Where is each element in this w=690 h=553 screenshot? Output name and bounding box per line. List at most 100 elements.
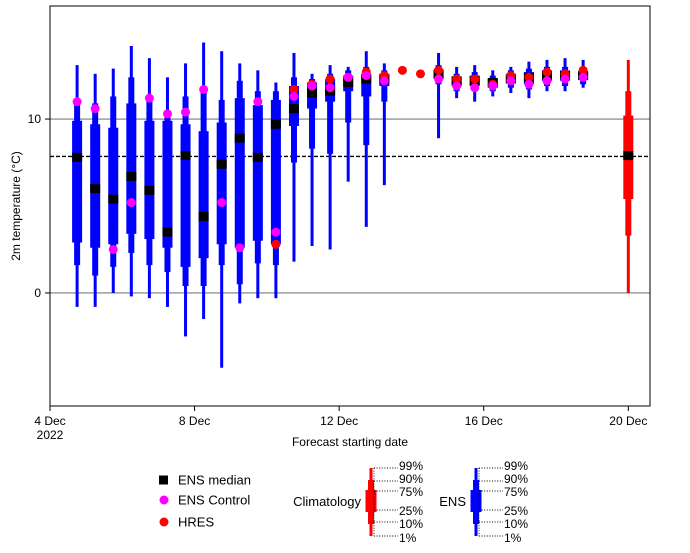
ens-median-marker <box>288 104 299 114</box>
ens-median-marker <box>162 227 173 237</box>
ens-legend-box <box>470 490 482 512</box>
ens-control-marker <box>470 83 480 93</box>
ens-median-marker <box>72 152 83 162</box>
ens-control-marker <box>379 76 389 86</box>
x-tick-label: 4 Dec <box>34 414 65 428</box>
legend-median-marker <box>159 475 168 485</box>
legend-label: ENS median <box>178 473 251 488</box>
climatology-median <box>623 151 634 161</box>
ens-box-25-75 <box>361 73 372 97</box>
ens-box-25-75 <box>180 124 191 267</box>
hres-marker <box>289 84 299 94</box>
ens-median-marker <box>270 119 281 129</box>
ens-control-marker <box>235 243 245 253</box>
ens-legend-percentile: 90% <box>504 472 528 486</box>
ens-control-marker <box>271 227 281 237</box>
x-tick-label: 20 Dec <box>609 414 647 428</box>
ens-control-marker <box>560 74 570 84</box>
ens-box-25-75 <box>198 131 209 259</box>
ens-box-25-75 <box>108 127 119 245</box>
ens-control-marker <box>452 81 462 91</box>
ens-control-marker <box>542 76 552 86</box>
x-tick-label: 12 Dec <box>320 414 358 428</box>
climatology-legend-percentile: 10% <box>399 517 423 531</box>
ens-legend-percentile: 1% <box>504 531 522 545</box>
ens-median-marker <box>90 184 101 194</box>
ens-median-marker <box>216 159 227 169</box>
ens-median-marker <box>198 211 209 221</box>
ens-whisker-1-99 <box>382 63 386 186</box>
legend-control-marker <box>159 495 169 505</box>
ens-legend-title: ENS <box>439 494 466 509</box>
ens-median-marker <box>252 152 263 162</box>
y-axis-ticks: 0 10 <box>28 112 50 300</box>
hres-marker <box>578 65 588 75</box>
ens-control-marker <box>72 97 82 107</box>
ens-median-marker <box>108 194 119 204</box>
legend-label: HRES <box>178 515 214 530</box>
ens-box-25-75 <box>234 98 245 248</box>
ens-median-marker <box>343 78 354 88</box>
climatology-legend-percentile: 75% <box>399 485 423 499</box>
climatology-legend-box <box>365 490 377 512</box>
ens-box-25-75 <box>126 103 137 234</box>
ens-control-marker <box>253 97 263 107</box>
ens-legend-percentile: 75% <box>504 485 528 499</box>
hres-marker <box>434 65 444 75</box>
ens-control-marker <box>162 109 172 119</box>
ens-box-25-75 <box>216 122 227 245</box>
ens-control-marker <box>434 74 444 84</box>
hres-marker <box>452 74 462 84</box>
climatology-box <box>623 59 634 293</box>
ens-median-marker <box>126 171 137 181</box>
ens-median-marker <box>307 88 318 98</box>
ens-box-25-75 <box>252 105 263 241</box>
hres-marker <box>542 67 552 77</box>
hres-marker <box>271 239 281 249</box>
legend-label: ENS Control <box>178 493 250 508</box>
hres-marker <box>415 69 425 79</box>
ens-box-25-75 <box>270 99 281 245</box>
markers <box>72 65 589 254</box>
plot-frame <box>49 5 651 407</box>
ens-legend-percentile: 25% <box>504 504 528 518</box>
ens-median-marker <box>144 185 155 195</box>
ens-control-marker <box>506 76 516 86</box>
climatology-legend-percentile: 1% <box>399 531 417 545</box>
ens-control-marker <box>488 81 498 91</box>
ens-control-marker <box>343 72 353 82</box>
hres-marker <box>524 72 534 82</box>
ens-bar-10-90 <box>309 79 316 149</box>
ens-whisker-1-99 <box>346 66 350 182</box>
ens-control-marker <box>578 72 588 82</box>
ens-control-marker <box>361 71 371 81</box>
hres-marker <box>325 74 335 84</box>
ens-whisker-1-99 <box>310 73 314 247</box>
x-tick-sublabel: 2022 <box>37 428 64 442</box>
climatology-legend-percentile: 25% <box>399 504 423 518</box>
ens-bar-10-90 <box>327 73 334 154</box>
ens-box-25-75 <box>144 120 155 240</box>
x-tick-label: 16 Dec <box>465 414 503 428</box>
ens-bar-10-90 <box>363 66 370 146</box>
ens-control-marker <box>108 244 118 254</box>
x-tick-label: 8 Dec <box>179 414 210 428</box>
ens-control-marker <box>199 84 209 94</box>
ens-control-marker <box>144 93 154 103</box>
y-tick-label: 10 <box>28 112 42 126</box>
ens-control-marker <box>524 79 534 89</box>
ens-control-marker <box>289 91 299 101</box>
climatology-legend-percentile: 90% <box>399 472 423 486</box>
ens-box-25-75 <box>72 120 83 243</box>
ens-control-marker <box>90 104 100 114</box>
ens-control-marker <box>181 107 191 117</box>
ens-control-marker <box>126 198 136 208</box>
ens-box-25-75 <box>162 120 173 248</box>
legend-hres-marker <box>159 517 169 527</box>
ens-median-marker <box>180 151 191 161</box>
ens-whisker-1-99 <box>328 65 332 250</box>
gridlines <box>50 118 650 294</box>
